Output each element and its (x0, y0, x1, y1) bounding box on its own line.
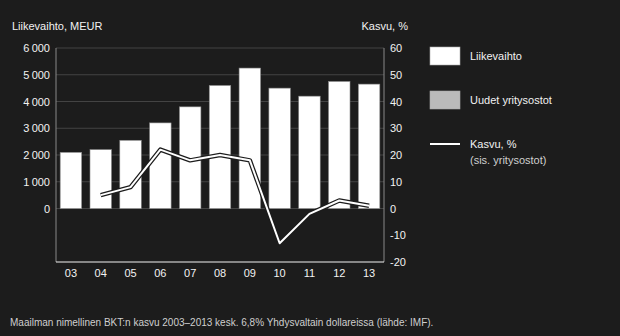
legend-swatch (430, 91, 460, 109)
y-tick-label: 1 000 (23, 176, 50, 188)
plot-area (60, 68, 380, 243)
x-tick-label: 10 (274, 267, 286, 279)
bar (299, 96, 320, 208)
grid-line (56, 74, 384, 75)
bar (269, 88, 290, 208)
y2-tick-label: 30 (390, 122, 402, 134)
x-tick-label: 03 (65, 267, 77, 279)
y2-axis-line (384, 48, 385, 262)
chart-svg: 0 1 000 2 000 3 000 4 000 5 000 6 000 -20 -10 0 10… (0, 0, 620, 336)
x-tick-label: 07 (184, 267, 196, 279)
background (0, 0, 620, 336)
legend-note: (sis. yritysostot) (470, 154, 546, 166)
y2-tick-label: 20 (390, 149, 402, 161)
line (101, 150, 369, 244)
x-axis-line (56, 262, 384, 263)
y-tick-label: 2 000 (23, 149, 50, 161)
y-tick-label: 3 000 (23, 122, 50, 134)
x-tick-label: 05 (124, 267, 136, 279)
x-tick-label: 04 (95, 267, 107, 279)
y2-tick-label: 60 (390, 42, 402, 54)
y-tick-label: 0 (44, 203, 50, 215)
footnote: Maailman nimellinen BKT:n kasvu 2003–201… (10, 317, 433, 328)
y-tick-label: 6 000 (23, 42, 50, 54)
y2-axis-label: Kasvu, % (362, 20, 409, 32)
y2-tick-label: 0 (390, 203, 396, 215)
legend-swatch (430, 143, 460, 145)
x-tick-label: 08 (214, 267, 226, 279)
legend-label: Uudet yritysostot (470, 94, 552, 106)
x-tick-label: 13 (363, 267, 375, 279)
x-tick-label: 06 (154, 267, 166, 279)
y2-tick-label: 40 (390, 96, 402, 108)
legend-label: Liikevaihto (470, 50, 522, 62)
x-tick-label: 11 (304, 267, 315, 279)
grid (56, 48, 384, 209)
legend-swatch (430, 47, 460, 65)
x-tick-label: 12 (333, 267, 345, 279)
bar (358, 84, 379, 208)
bar (60, 152, 81, 208)
y-tick-label: 5 000 (23, 69, 50, 81)
bar (209, 85, 230, 208)
legend-label: Kasvu, % (470, 138, 517, 150)
y2-tick-label: 50 (390, 69, 402, 81)
chart-container: 0 1 000 2 000 3 000 4 000 5 000 6 000 -20 -10 0 10… (0, 0, 620, 336)
x-tick-label: 09 (244, 267, 256, 279)
legend: Liikevaihto Uudet yritysostot Kasvu, % (sis… (430, 47, 552, 166)
y-axis-label: Liikevaihto, MEUR (12, 20, 103, 32)
line-halo (101, 150, 369, 244)
y2-tick-label: -10 (390, 229, 406, 241)
bar (329, 81, 350, 208)
y-axis-line (56, 48, 57, 262)
y2-tick-label: -20 (390, 256, 406, 268)
bar (150, 123, 171, 209)
y2-tick-label: 10 (390, 176, 402, 188)
grid-line (56, 48, 384, 49)
y-tick-label: 4 000 (23, 96, 50, 108)
bar (90, 150, 111, 209)
